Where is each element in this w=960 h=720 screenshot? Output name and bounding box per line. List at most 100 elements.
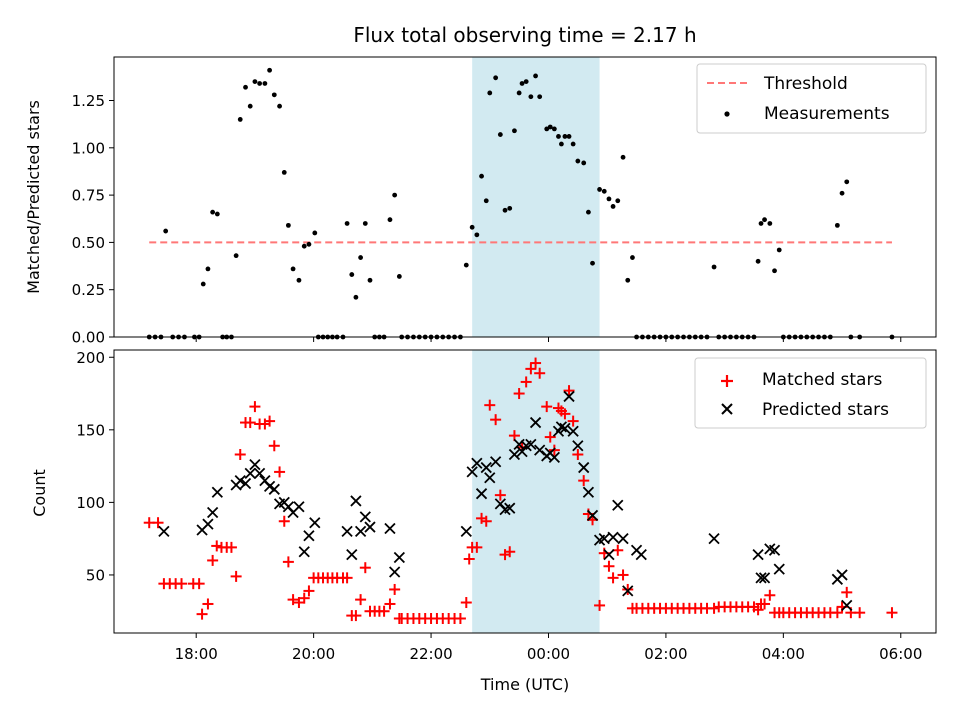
measurement-point	[214, 211, 220, 217]
measurement-point	[758, 221, 764, 226]
predicted-marker-b	[471, 457, 483, 469]
predicted-star-point	[572, 440, 584, 452]
bottom-y-tick-label: 200	[76, 349, 105, 367]
bottom-x-tick-label: 22:00	[409, 645, 452, 663]
measurement-point	[483, 198, 489, 204]
predicted-marker-b	[207, 506, 219, 519]
top-plot-frame	[113, 56, 937, 338]
predicted-star-point	[504, 502, 516, 514]
matched-star-point	[264, 415, 276, 427]
matched-star-point	[520, 376, 532, 388]
matched-star-point	[708, 602, 720, 614]
predicted-star-point	[309, 517, 321, 529]
measurement-point	[606, 196, 612, 202]
top-y-tick-label: 1.25	[72, 92, 105, 110]
measurement-point	[590, 260, 595, 266]
predicted-marker-b	[548, 451, 560, 464]
measurement-point	[544, 126, 550, 132]
top-y-tick-label: 0.75	[72, 187, 105, 205]
predicted-star-point	[359, 511, 371, 523]
predicted-star-point	[578, 461, 590, 474]
top-chart-title: Flux total observing time = 2.17 h	[353, 23, 696, 47]
bottom-panel: 50 100 150 200 18:00 20:00 22:00 00:00 02:00 04:…	[30, 349, 937, 694]
matched-star-point	[202, 598, 214, 610]
predicted-star-point	[207, 506, 219, 519]
measurement-point	[247, 103, 253, 109]
predicted-marker-b	[341, 525, 353, 538]
measurement-point	[559, 141, 564, 147]
predicted-marker-b	[490, 456, 502, 468]
matched-star-point	[211, 540, 223, 552]
measurement-point	[630, 255, 635, 260]
predicted-star-point	[239, 477, 252, 490]
matched-star-point	[350, 610, 362, 622]
matched-star-point	[389, 583, 401, 595]
predicted-marker-b	[582, 486, 595, 498]
matched-star-point	[530, 357, 542, 369]
predicted-marker-b	[480, 461, 492, 474]
bottom-shaded-span	[472, 350, 600, 633]
predicted-marker-b	[309, 517, 321, 529]
predicted-star-point	[244, 467, 256, 479]
top-legend-box	[696, 63, 927, 134]
predicted-star-point	[364, 521, 376, 533]
bottom-plot-frame	[113, 349, 937, 634]
predicted-star-point	[460, 525, 472, 538]
legend-predicted-label: Predicted stars	[762, 400, 889, 420]
matched-star-point	[886, 607, 898, 619]
predicted-marker-b	[354, 525, 367, 538]
predicted-marker-b	[475, 488, 488, 500]
measurement-point	[210, 209, 216, 215]
measurement-point	[620, 154, 626, 160]
predicted-marker-b	[612, 499, 624, 511]
predicted-star-point	[384, 522, 396, 535]
matched-star-point	[460, 597, 472, 609]
predicted-marker-b	[841, 599, 853, 612]
predicted-marker-b	[202, 518, 214, 530]
matched-star-point	[230, 570, 242, 582]
matched-star-point	[484, 399, 496, 411]
predicted-marker-b	[359, 511, 371, 523]
predicted-marker-b	[282, 501, 295, 513]
predicted-marker-b	[758, 572, 771, 584]
matched-star-point	[176, 578, 188, 590]
matched-star-point	[287, 594, 299, 606]
predicted-marker-b	[244, 467, 256, 479]
measurement-point	[487, 90, 493, 96]
bottom-x-tick-label: 18:00	[175, 645, 218, 663]
predicted-star-point	[466, 466, 478, 478]
predicted-star-point	[484, 472, 496, 484]
predicted-marker-b	[567, 425, 579, 437]
predicted-marker-b	[484, 472, 496, 484]
predicted-marker-b	[494, 498, 506, 510]
predicted-marker-b	[466, 466, 478, 478]
predicted-star-point	[268, 483, 280, 495]
predicted-marker-b	[555, 421, 568, 433]
predicted-star-point	[841, 599, 853, 612]
matched-star-point	[534, 367, 546, 379]
predicted-marker-b	[529, 416, 542, 429]
bottom-x-axis-label: Time (UTC)	[480, 675, 569, 694]
predicted-star-point	[253, 467, 266, 479]
predicted-star-point	[555, 421, 568, 433]
predicted-star-point	[249, 459, 261, 471]
predicted-marker-b	[389, 566, 401, 578]
predicted-star-point	[563, 390, 575, 403]
predicted-marker-b	[384, 522, 396, 535]
measurement-point	[392, 192, 398, 198]
measurement-point	[767, 221, 773, 226]
top-y-tick-label: 0.25	[72, 281, 105, 299]
top-y-axis-label: Matched/Predicted stars	[24, 100, 43, 294]
measurement-point	[344, 221, 350, 226]
predicted-marker-b	[268, 483, 280, 495]
predicted-marker-b	[607, 531, 619, 543]
predicted-star-point	[393, 551, 405, 564]
measurement-point	[570, 141, 576, 147]
matched-star-point	[463, 553, 475, 565]
measurement-point	[257, 81, 263, 86]
predicted-star-point	[622, 585, 634, 597]
measurement-point	[358, 255, 363, 260]
predicted-marker-b	[773, 563, 785, 575]
predicted-star-point	[836, 569, 848, 581]
